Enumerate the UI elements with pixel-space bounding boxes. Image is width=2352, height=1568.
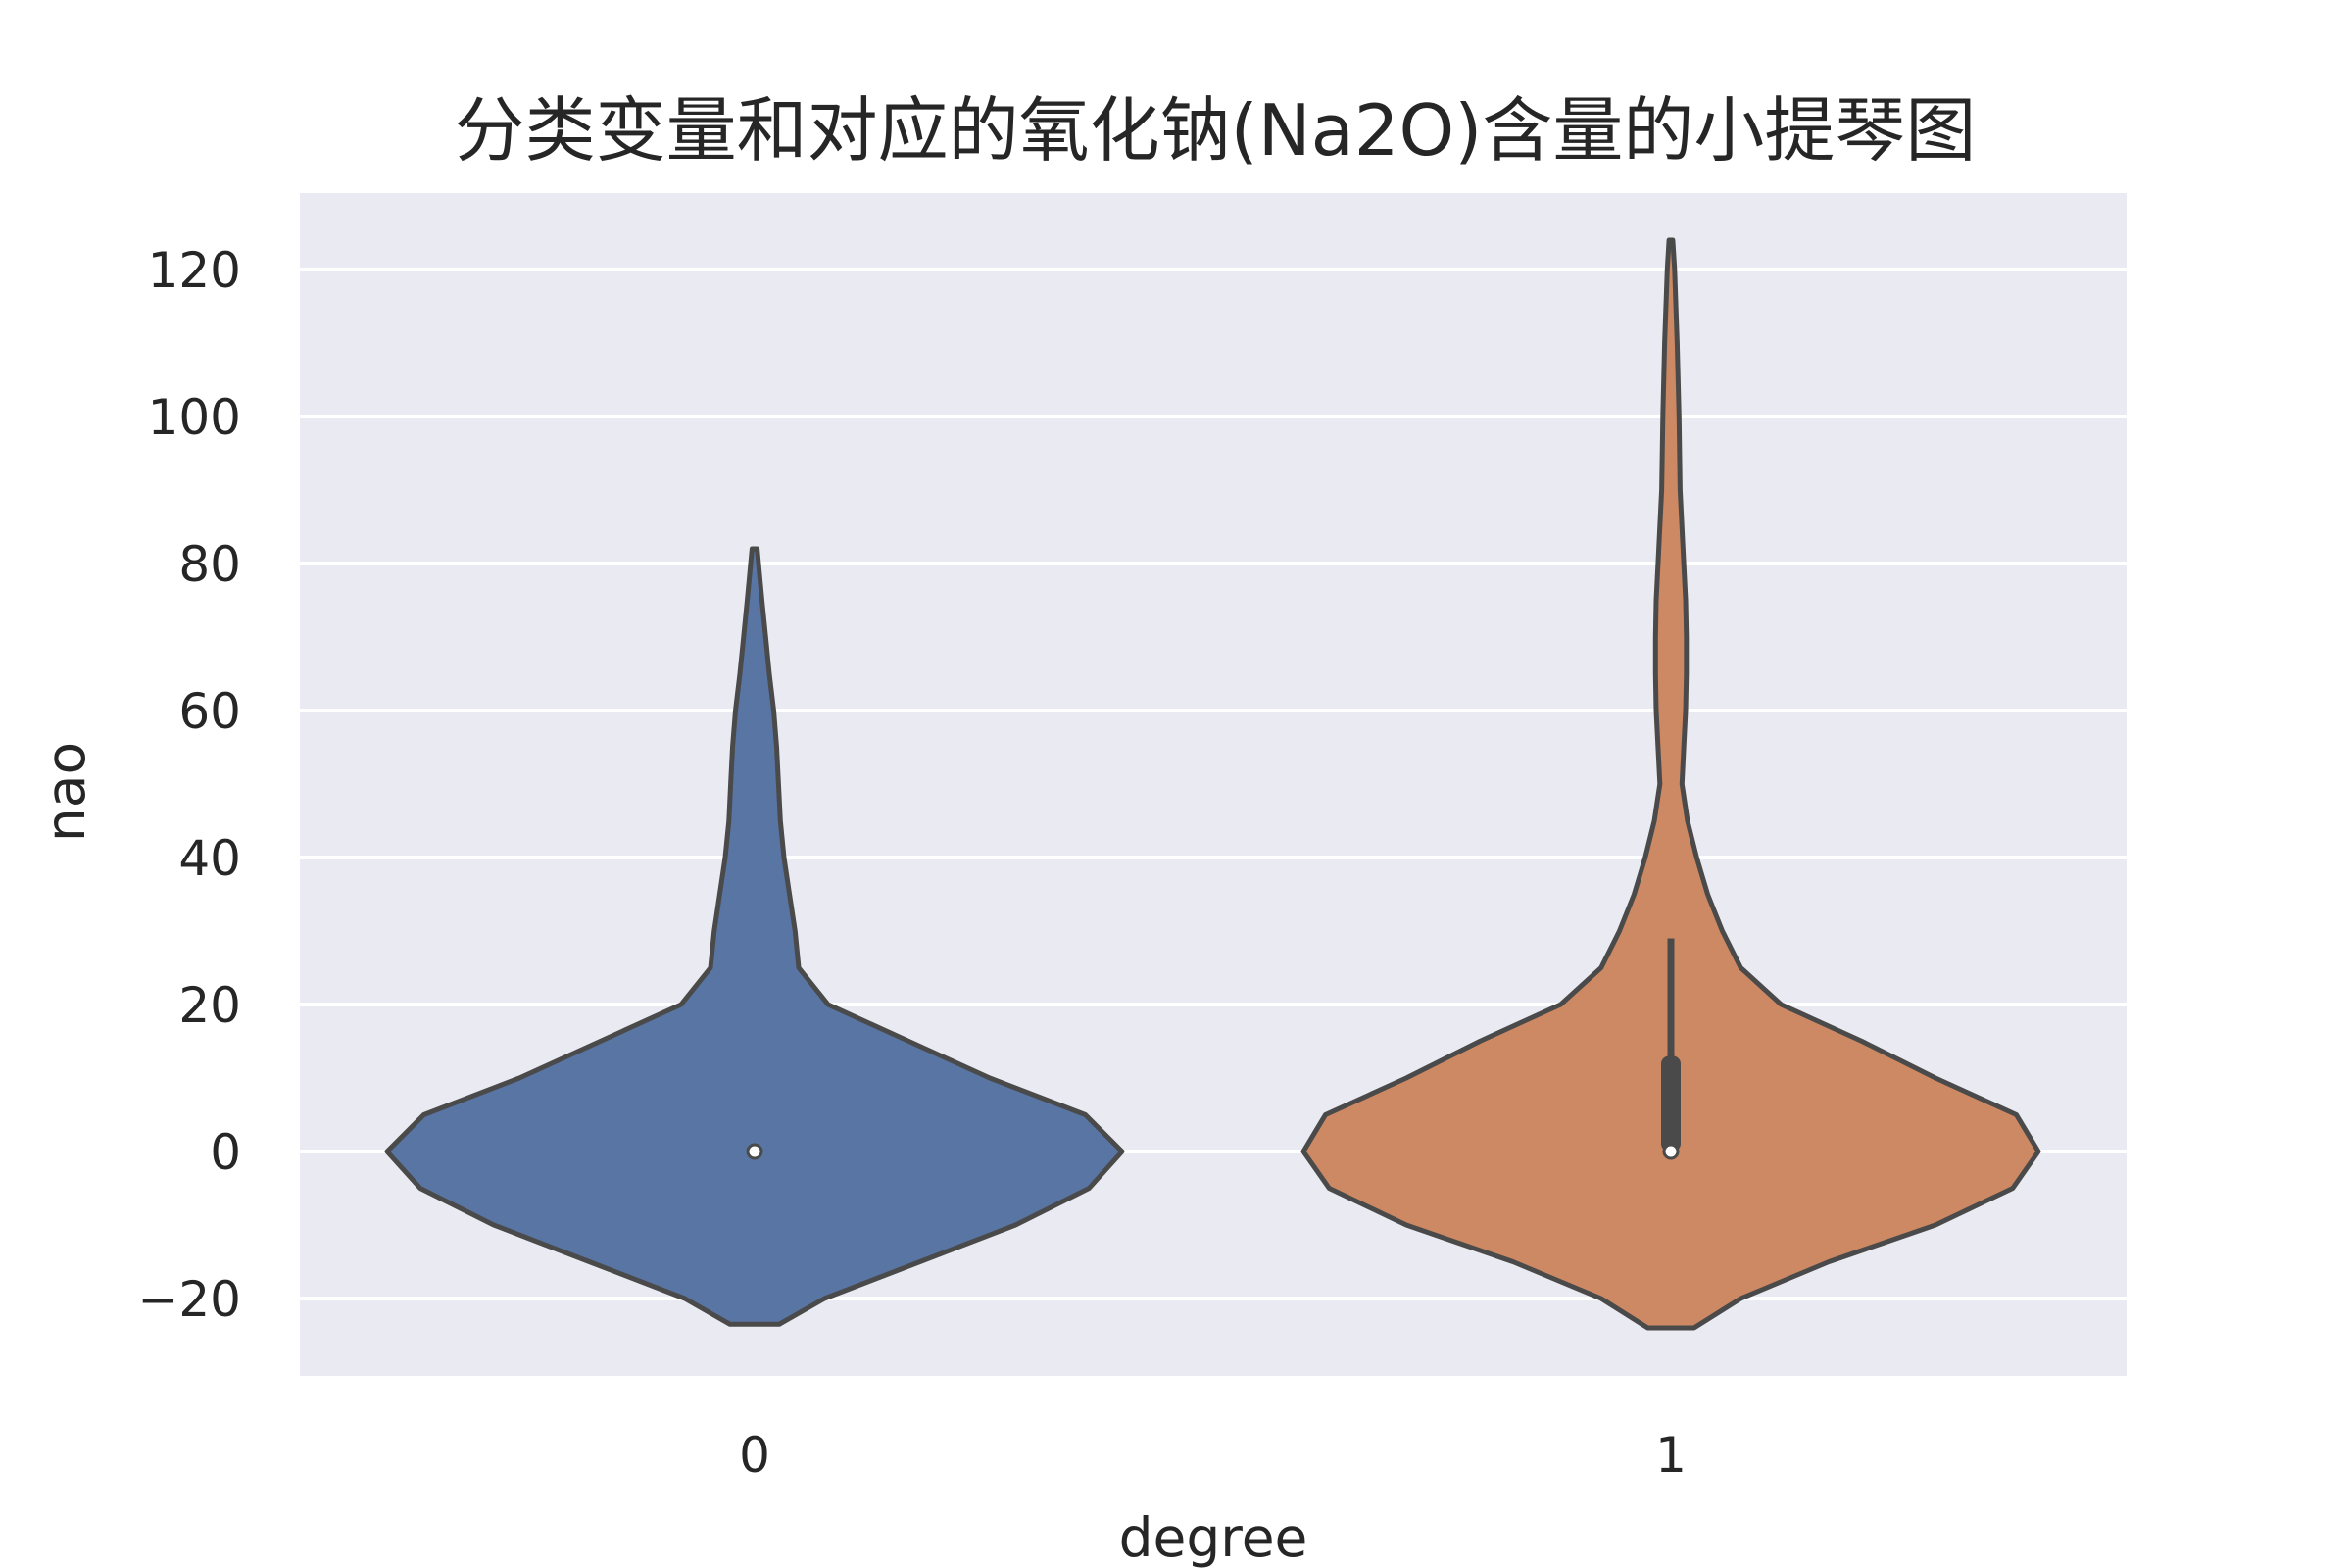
violin-body-1 xyxy=(1300,237,2041,1331)
y-tick-label: −20 xyxy=(137,1271,241,1328)
x-tick-label: 1 xyxy=(1655,1427,1687,1484)
y-axis-label: nao xyxy=(34,742,97,842)
iqr-box-1 xyxy=(1661,1055,1681,1152)
x-axis-label: degree xyxy=(1119,1506,1308,1568)
y-tick-label: 20 xyxy=(178,977,241,1034)
y-tick-label: 40 xyxy=(178,830,241,887)
violins xyxy=(384,237,2041,1331)
y-tick-label: 60 xyxy=(178,683,241,740)
y-tick-label: 120 xyxy=(148,242,241,299)
y-axis-ticks: −20 0 20 40 60 80 100 120 xyxy=(137,242,241,1328)
violin-body-0 xyxy=(384,546,1125,1327)
median-dot-0 xyxy=(746,1143,763,1160)
median-dot-1 xyxy=(1662,1143,1680,1160)
y-tick-label: 80 xyxy=(178,536,241,593)
y-tick-label: 0 xyxy=(210,1124,241,1181)
y-tick-label: 100 xyxy=(148,389,241,446)
x-tick-label: 0 xyxy=(739,1427,770,1484)
chart-title: 分类变量和对应的氧化钠(Na2O)含量的小提琴图 xyxy=(455,89,1977,172)
